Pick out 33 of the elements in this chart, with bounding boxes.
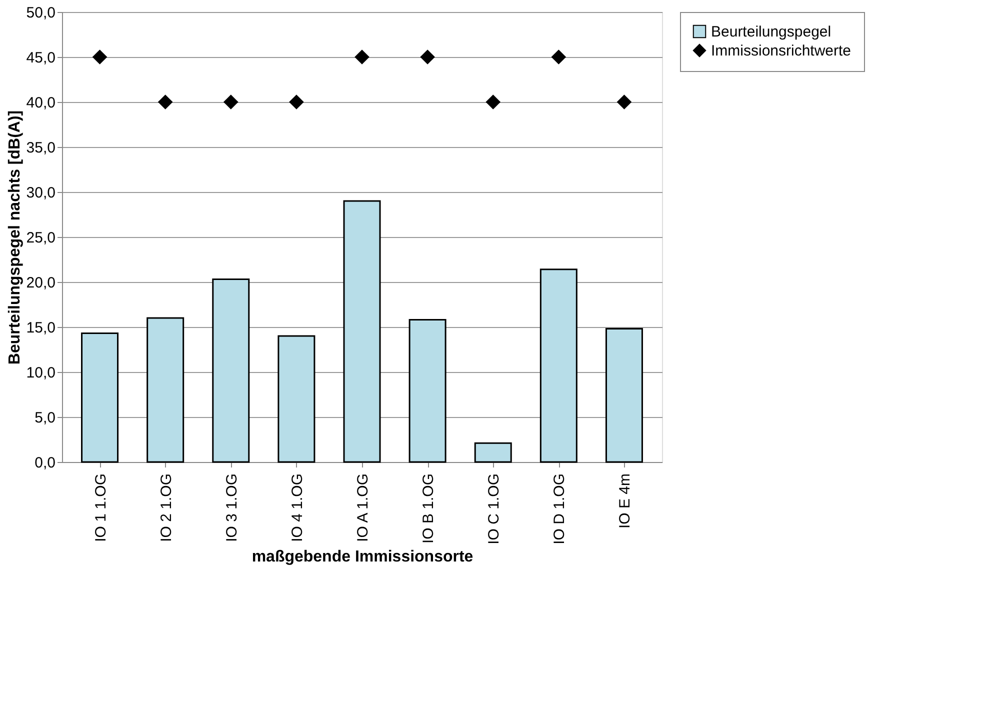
y-tick-label: 10,0 [26, 364, 56, 382]
bar [605, 328, 643, 463]
y-tick-label: 45,0 [26, 50, 56, 66]
y-tick-label: 0,0 [34, 454, 56, 472]
x-tick-label: IO 3 1.OG [223, 474, 240, 542]
y-tick-label: 35,0 [26, 140, 56, 156]
bar [408, 319, 446, 463]
bar [278, 335, 316, 463]
y-tick-label: 50,0 [26, 4, 56, 22]
bar [212, 278, 250, 463]
bar [540, 268, 578, 463]
bar [81, 332, 119, 463]
x-tick-label: IO A 1.OG [354, 474, 372, 542]
y-tick-label: 20,0 [26, 274, 56, 292]
x-axis-title: maßgebende Immissionsorte [252, 548, 474, 566]
x-tick-label: IO C 1.OG [486, 474, 503, 544]
y-tick-label: 5,0 [34, 410, 56, 426]
bar [343, 200, 381, 463]
x-tick-label: IO B 1.OG [420, 474, 438, 544]
x-tick-label: IO 4 1.OG [288, 474, 306, 542]
x-tick-label: IO 1 1.OG [92, 474, 110, 542]
x-tick-label: IO D 1.OG [551, 474, 568, 544]
y-tick-label: 25,0 [26, 230, 56, 246]
y-tick-label: 30,0 [26, 184, 56, 202]
y-tick-label: 15,0 [26, 320, 56, 336]
y-axis-title: Beurteilungspegel nachts [dB(A)] [6, 110, 24, 365]
bar [474, 442, 512, 463]
legend-label: Beurteilungspegel [711, 24, 832, 40]
x-tick-label: IO E 4m [616, 474, 634, 529]
x-tick-label: IO 2 1.OG [158, 474, 175, 542]
y-tick-label: 40,0 [26, 94, 56, 112]
bar [146, 317, 184, 463]
legend-label: Immissionsrichtwerte [711, 42, 852, 60]
